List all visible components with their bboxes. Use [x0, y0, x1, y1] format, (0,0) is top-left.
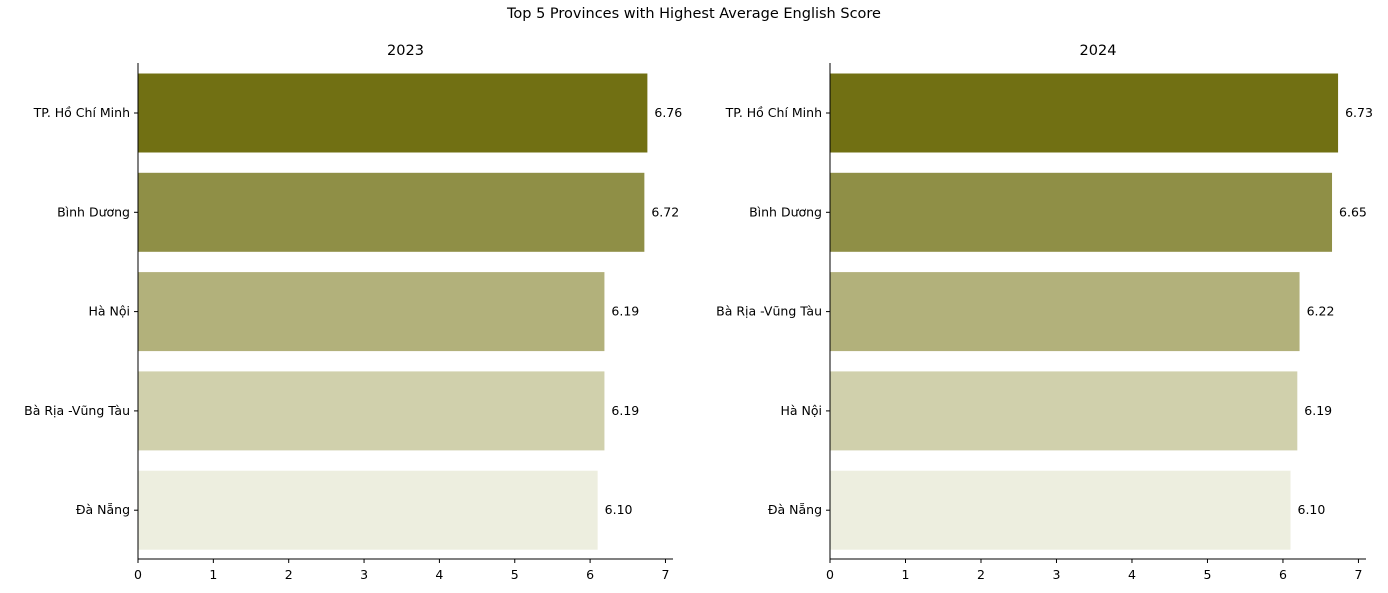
bar-value-label: 6.22: [1307, 304, 1335, 319]
x-tick-label: 2: [285, 567, 293, 582]
bar: [830, 73, 1339, 153]
bar-value-label: 6.65: [1339, 204, 1367, 219]
bar: [138, 470, 598, 550]
x-tick-label: 3: [360, 567, 368, 582]
x-tick-label: 7: [1354, 567, 1362, 582]
x-tick-label: 2: [977, 567, 985, 582]
panel-title: 2023: [387, 43, 424, 59]
x-tick-label: 6: [586, 567, 594, 582]
bar: [138, 371, 605, 451]
bar-value-label: 6.76: [654, 105, 682, 120]
bar-value-label: 6.72: [651, 204, 679, 219]
y-tick-label: Bình Dương: [749, 204, 822, 219]
y-tick-label: Hà Nội: [780, 403, 822, 418]
y-tick-label: TP. Hồ Chí Minh: [725, 105, 822, 120]
x-tick-label: 1: [209, 567, 217, 582]
panel-title: 2024: [1080, 43, 1117, 59]
x-tick-label: 3: [1053, 567, 1061, 582]
y-tick-label: Hà Nội: [88, 304, 130, 319]
x-tick-label: 1: [902, 567, 910, 582]
bar-value-label: 6.19: [1304, 403, 1332, 418]
y-tick-label: Bà Rịa -Vũng Tàu: [716, 304, 822, 319]
bar-value-label: 6.73: [1345, 105, 1373, 120]
bar-value-label: 6.10: [1298, 502, 1326, 517]
bar: [830, 272, 1300, 352]
bar: [138, 73, 648, 153]
y-tick-label: Bình Dương: [57, 204, 130, 219]
bar-value-label: 6.19: [611, 403, 639, 418]
bar: [830, 172, 1333, 252]
x-tick-label: 6: [1279, 567, 1287, 582]
x-tick-label: 0: [134, 567, 142, 582]
x-tick-label: 4: [1128, 567, 1136, 582]
bar-value-label: 6.19: [611, 304, 639, 319]
bar: [830, 371, 1298, 451]
x-tick-label: 5: [1203, 567, 1211, 582]
bar: [138, 172, 645, 252]
y-tick-label: Đà Nẵng: [768, 502, 822, 517]
figure-title: Top 5 Provinces with Highest Average Eng…: [507, 6, 881, 22]
x-tick-label: 0: [826, 567, 834, 582]
x-tick-label: 4: [435, 567, 443, 582]
bar-value-label: 6.10: [605, 502, 633, 517]
bar: [138, 272, 605, 352]
x-tick-label: 5: [511, 567, 519, 582]
bar: [830, 470, 1291, 550]
x-tick-label: 7: [661, 567, 669, 582]
y-tick-label: Bà Rịa -Vũng Tàu: [24, 403, 130, 418]
y-tick-label: Đà Nẵng: [76, 502, 130, 517]
y-tick-label: TP. Hồ Chí Minh: [33, 105, 130, 120]
